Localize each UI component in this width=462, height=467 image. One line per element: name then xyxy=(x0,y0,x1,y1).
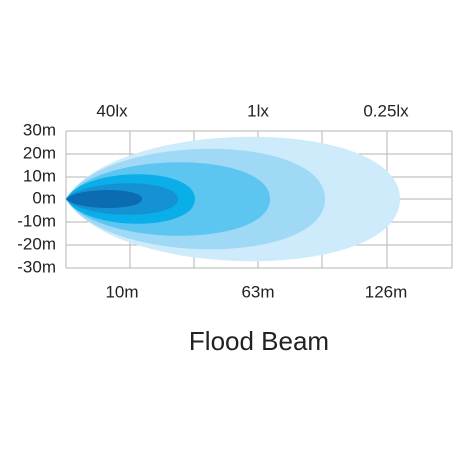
y-labels: 30m 20m 10m 0m -10m -20m -30m xyxy=(17,120,56,276)
beam-contour xyxy=(66,190,142,208)
distance-labels: 10m 63m 126m xyxy=(105,282,407,301)
lux-label: 0.25lx xyxy=(363,101,409,120)
beam-contours xyxy=(66,136,400,262)
lux-label: 1lx xyxy=(247,101,269,120)
y-label: -30m xyxy=(17,257,56,276)
y-label: -10m xyxy=(17,211,56,230)
y-label: 0m xyxy=(32,188,56,207)
y-label: 10m xyxy=(23,166,56,185)
y-label: 20m xyxy=(23,143,56,162)
y-label: -20m xyxy=(17,234,56,253)
lux-labels: 40lx 1lx 0.25lx xyxy=(96,101,409,120)
distance-label: 10m xyxy=(105,282,138,301)
y-label: 30m xyxy=(23,120,56,139)
distance-label: 126m xyxy=(365,282,408,301)
title: Flood Beam xyxy=(189,326,329,356)
distance-label: 63m xyxy=(241,282,274,301)
lux-label: 40lx xyxy=(96,101,128,120)
